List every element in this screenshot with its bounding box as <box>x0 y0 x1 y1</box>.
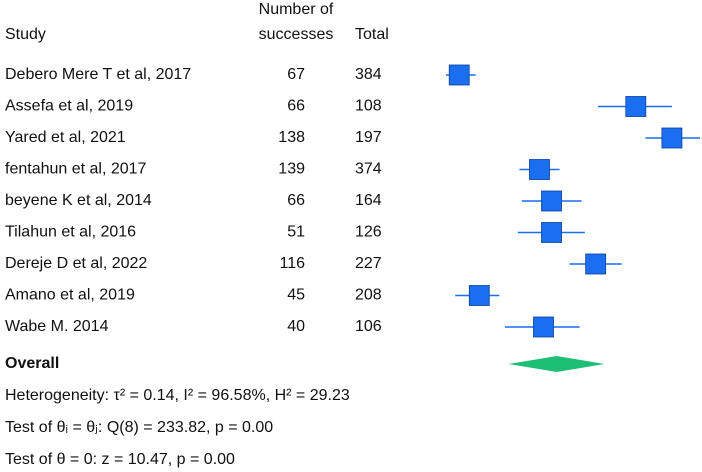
header-study: Study <box>5 26 46 43</box>
overall-label: Overall <box>5 355 59 372</box>
estimate-marker <box>541 222 562 243</box>
estimate-marker <box>529 159 550 180</box>
successes: 139 <box>278 161 305 178</box>
successes: 51 <box>287 224 305 241</box>
total: 374 <box>355 161 382 178</box>
total: 197 <box>355 129 382 146</box>
total: 164 <box>355 192 382 209</box>
successes: 66 <box>287 192 305 209</box>
successes: 67 <box>287 66 305 83</box>
successes: 66 <box>287 98 305 115</box>
header-total: Total <box>355 26 389 43</box>
successes: 40 <box>287 318 305 335</box>
stat-note: Heterogeneity: τ² = 0.14, I² = 96.58%, H… <box>5 387 350 404</box>
estimate-marker <box>625 96 647 117</box>
study-name: beyene K et al, 2014 <box>5 192 152 209</box>
estimate-marker <box>468 285 490 306</box>
stat-note: Test of θᵢ = θⱼ: Q(8) = 233.82, p = 0.00 <box>5 419 273 436</box>
estimate-marker <box>533 316 554 338</box>
header-successes: Number of <box>259 1 334 18</box>
estimate-marker <box>541 190 562 212</box>
estimate-marker <box>448 64 470 86</box>
total: 106 <box>355 318 382 335</box>
study-name: Yared et al, 2021 <box>5 129 126 146</box>
overall-diamond <box>508 356 605 372</box>
study-name: Dereje D et al, 2022 <box>5 255 147 272</box>
study-name: fentahun et al, 2017 <box>5 161 147 178</box>
stat-note: Test of θ = 0: z = 10.47, p = 0.00 <box>5 451 235 468</box>
study-name: Tilahun et al, 2016 <box>5 224 136 241</box>
study-name: Wabe M. 2014 <box>5 318 109 335</box>
header-successes: successes <box>259 26 334 43</box>
estimate-marker <box>661 127 683 149</box>
study-name: Assefa et al, 2019 <box>5 98 133 115</box>
successes: 116 <box>279 255 305 272</box>
total: 126 <box>355 224 382 241</box>
successes: 45 <box>287 287 305 304</box>
total: 208 <box>355 287 382 304</box>
successes: 138 <box>278 129 305 146</box>
total: 108 <box>355 98 382 115</box>
study-name: Debero Mere T et al, 2017 <box>5 66 191 83</box>
total: 227 <box>355 255 382 272</box>
estimate-marker <box>585 253 607 275</box>
total: 384 <box>355 66 382 83</box>
study-name: Amano et al, 2019 <box>5 287 135 304</box>
